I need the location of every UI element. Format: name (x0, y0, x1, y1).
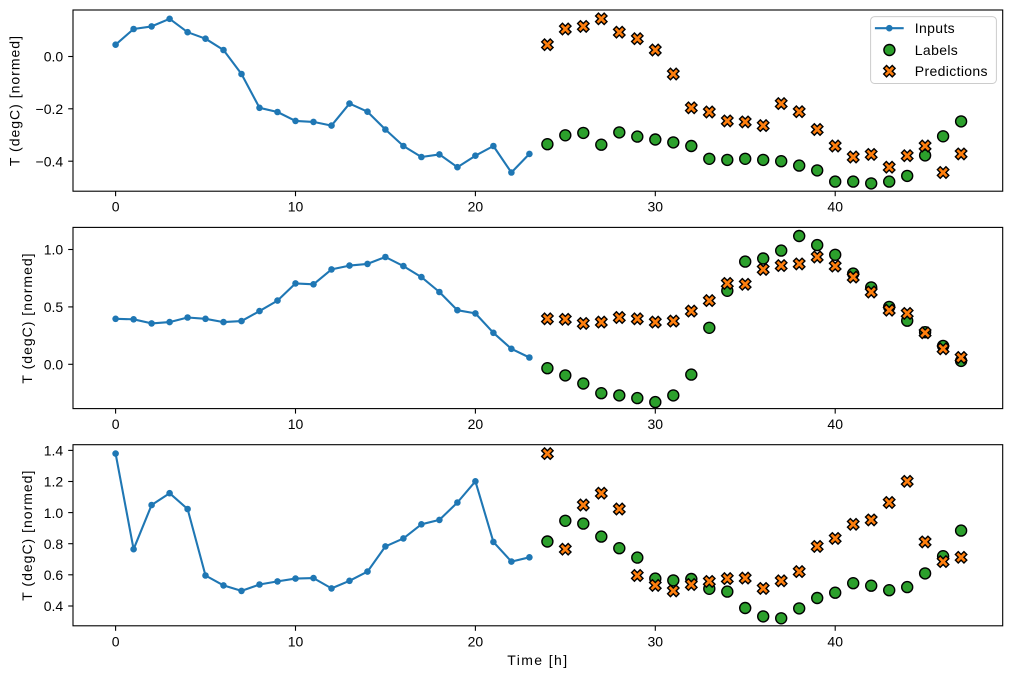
svg-text:1.2: 1.2 (44, 474, 64, 490)
svg-text:0.0: 0.0 (44, 357, 64, 373)
svg-text:40: 40 (827, 199, 843, 215)
svg-text:Inputs: Inputs (915, 20, 955, 36)
svg-text:0.0: 0.0 (44, 49, 64, 65)
svg-text:20: 20 (468, 199, 484, 215)
svg-text:30: 30 (648, 633, 664, 649)
svg-text:1.4: 1.4 (44, 443, 64, 459)
svg-text:T (degC) [normed]: T (degC) [normed] (19, 252, 35, 383)
svg-text:0.6: 0.6 (44, 567, 64, 583)
svg-text:T (degC) [normed]: T (degC) [normed] (19, 470, 35, 601)
svg-text:20: 20 (468, 633, 484, 649)
svg-text:0: 0 (112, 199, 120, 215)
svg-text:40: 40 (827, 633, 843, 649)
svg-text:30: 30 (648, 199, 664, 215)
svg-text:40: 40 (827, 416, 843, 432)
svg-text:0: 0 (112, 633, 120, 649)
svg-text:10: 10 (288, 416, 304, 432)
svg-text:Time [h]: Time [h] (507, 652, 568, 668)
svg-text:−0.4: −0.4 (36, 153, 64, 169)
svg-text:0.8: 0.8 (44, 536, 64, 552)
svg-text:0.4: 0.4 (44, 598, 64, 614)
svg-text:T (degC) [normed]: T (degC) [normed] (7, 35, 23, 166)
svg-text:0.5: 0.5 (44, 299, 64, 315)
svg-text:10: 10 (288, 633, 304, 649)
svg-text:−0.2: −0.2 (36, 101, 64, 117)
svg-text:1.0: 1.0 (44, 505, 64, 521)
svg-text:Predictions: Predictions (915, 63, 988, 79)
svg-text:0: 0 (112, 416, 120, 432)
svg-text:10: 10 (288, 199, 304, 215)
svg-text:20: 20 (468, 416, 484, 432)
svg-text:30: 30 (648, 416, 664, 432)
svg-text:Labels: Labels (915, 42, 958, 58)
svg-text:1.0: 1.0 (44, 242, 64, 258)
